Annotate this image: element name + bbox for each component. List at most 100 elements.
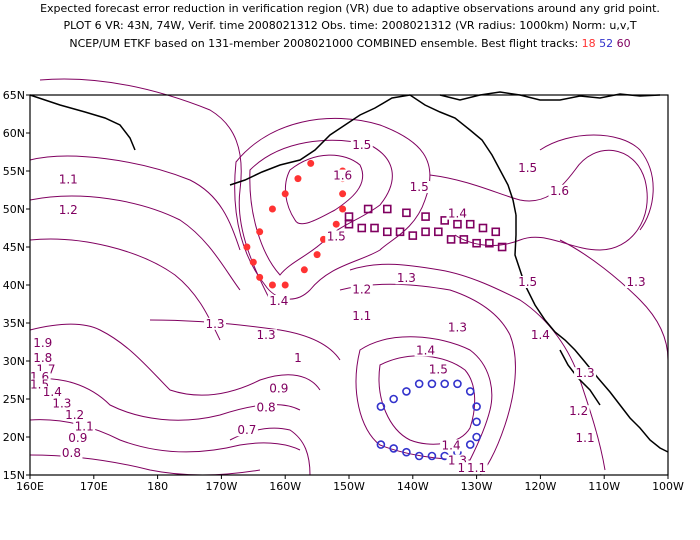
contour-label-bg — [440, 439, 463, 452]
contour-label-bg — [286, 352, 309, 364]
contour-label-bg — [267, 382, 290, 395]
purple-track-point — [344, 212, 354, 221]
contour-label: 1.5 — [352, 138, 371, 152]
x-tick-label: 140W — [397, 480, 429, 493]
contour-label: 1.5 — [410, 180, 429, 194]
contour-label: 1.4 — [442, 438, 461, 452]
contour-label: 0.9 — [68, 431, 87, 445]
purple-track-point — [370, 223, 379, 233]
x-tick-label: 160W — [269, 480, 301, 493]
y-axis: 15N 20N 25N 30N 35N 40N 45N 50N 55N 60N 65N — [3, 89, 30, 482]
purple-track-point — [382, 204, 392, 214]
x-tick-label: 180 — [147, 480, 168, 493]
contour-label: 1.2 — [59, 203, 78, 217]
contour-label: 1.2 — [352, 283, 371, 297]
contour-line — [29, 323, 321, 396]
blue-track-point — [427, 379, 437, 389]
contour-label: 1.2 — [65, 408, 84, 422]
contour-label-bg — [446, 321, 469, 334]
contour-label-bg — [331, 169, 354, 182]
blue-track-point — [376, 402, 386, 411]
contour-label: 1.4 — [269, 294, 288, 308]
contour-label: 1.1 — [75, 419, 94, 433]
y-tick-label: 50N — [3, 203, 25, 216]
contour-line — [429, 149, 648, 251]
x-tick-label: 100W — [652, 480, 684, 493]
contour-label-bg — [41, 386, 64, 399]
contour-line — [249, 139, 393, 276]
contour-line — [234, 117, 431, 300]
contour-line — [355, 336, 493, 461]
title-line-2: PLOT 6 VR: 43N, 74W, Verif. time 2008021… — [63, 19, 637, 32]
contour-label-bg — [204, 317, 227, 330]
contour-labels: 1.51.61.51.41.51.51.61.5 1.31.41.31.21.11… — [28, 138, 648, 475]
contour-line — [339, 283, 516, 476]
contour-label: 0.7 — [237, 423, 256, 437]
track-label-b: 52 — [599, 37, 614, 50]
y-tick-label: 30N — [3, 355, 25, 368]
contour-label: 1 — [294, 351, 302, 365]
contour-label: 1.3 — [576, 366, 595, 380]
blue-track-point — [465, 440, 475, 449]
contour-label-bg — [267, 295, 290, 307]
red-track-point — [339, 205, 347, 213]
contour-label: 0.8 — [257, 400, 276, 414]
red-track-point — [300, 266, 308, 274]
contour-label: 1.1 — [467, 461, 486, 475]
contour-label-bg — [255, 329, 278, 342]
contour-label: 0.8 — [62, 446, 81, 460]
contour-label: 1.6 — [333, 169, 352, 183]
x-tick-label: 110W — [588, 480, 620, 493]
blue-track-point — [376, 440, 386, 449]
contour-label: 1.5 — [327, 229, 346, 243]
red-track-point — [313, 251, 321, 259]
contour-label: 1.4 — [448, 207, 467, 221]
contour-label: 1.3 — [205, 317, 224, 331]
contour-label: 1.8 — [33, 351, 52, 365]
contour-line — [29, 195, 241, 291]
blue-track-point — [389, 444, 398, 453]
purple-track-point — [382, 227, 392, 237]
purple-track-point — [465, 219, 475, 229]
contour-label-bg — [516, 276, 539, 288]
contour-label-bg — [57, 203, 80, 216]
contour-line — [349, 263, 606, 471]
blue-track-point — [472, 402, 481, 411]
purple-track-point — [497, 242, 507, 252]
y-tick-label: 15N — [3, 469, 25, 482]
contour-label-bg — [395, 272, 418, 285]
contour-label-bg — [63, 409, 86, 421]
purple-track-point — [446, 235, 456, 244]
contour-label-bg — [446, 207, 469, 220]
purple-track-point — [408, 231, 418, 240]
blue-track-point — [465, 387, 475, 396]
contour-label: 1.3 — [52, 397, 71, 411]
contour-label: 1.3 — [627, 275, 646, 289]
contour-label-bg — [350, 283, 373, 296]
blue-track-point — [472, 432, 481, 442]
contour-label-bg — [31, 336, 54, 349]
contour-label-bg — [574, 367, 597, 380]
blue-track-point — [389, 394, 398, 404]
red-track-point — [281, 190, 289, 198]
contour-label-bg — [427, 363, 450, 376]
purple-track-point — [395, 227, 405, 237]
red-track-point — [332, 220, 340, 228]
contour-label: 1.4 — [416, 343, 435, 357]
contour-label-bg — [516, 162, 539, 174]
contour-label: 1.2 — [569, 404, 588, 418]
purple-track-point — [357, 223, 367, 233]
red-track-point — [281, 281, 289, 289]
contour-label-bg — [408, 181, 431, 193]
purple-track-point — [491, 227, 501, 237]
coastline-alaska — [229, 94, 517, 216]
y-tick-label: 35N — [3, 317, 25, 330]
contour-label: 1.3 — [448, 321, 467, 335]
contour-label-bg — [50, 397, 73, 410]
contour-label: 1.1 — [576, 431, 595, 445]
contour-line — [378, 355, 476, 445]
contour-line — [539, 134, 654, 231]
contour-label: 1.3 — [257, 328, 276, 342]
track-label-c: 60 — [616, 37, 631, 50]
